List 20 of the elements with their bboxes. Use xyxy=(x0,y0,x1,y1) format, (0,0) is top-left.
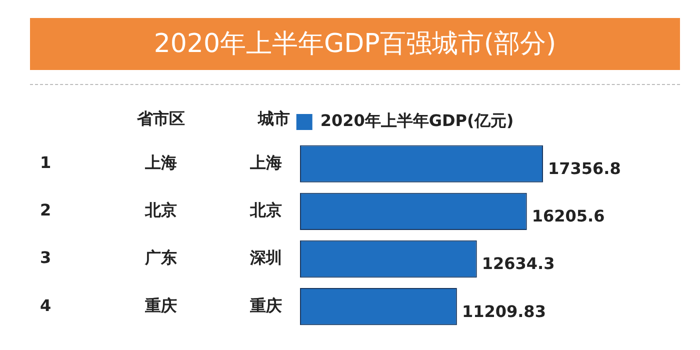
y-axis-title: 城市 xyxy=(257,109,290,128)
data-label: 12634.3 xyxy=(482,254,555,274)
text: 1 xyxy=(40,152,52,172)
text: 省市区 xyxy=(136,109,185,128)
data-label: 17356.8 xyxy=(548,158,621,178)
data-label: 16205.6 xyxy=(532,206,605,226)
text: 广东 xyxy=(144,248,177,268)
chart-title: 2020年上半年GDP百强城市(部分) xyxy=(30,18,680,70)
text: 3 xyxy=(40,248,52,268)
data-label: 11209.83 xyxy=(462,302,546,321)
y-tick-label: 深圳 xyxy=(249,248,282,268)
text: 4 xyxy=(40,296,52,315)
text: 北京 xyxy=(144,200,177,220)
y-tick-label: 重庆 xyxy=(249,296,282,315)
text: 上海 xyxy=(144,152,177,172)
text: 2 xyxy=(40,200,52,220)
y-tick-label: 上海 xyxy=(249,152,282,172)
legend-label: 2020年上半年GDP(亿元) xyxy=(320,111,514,130)
y-tick-label: 北京 xyxy=(249,200,282,220)
text: 重庆 xyxy=(144,296,177,315)
